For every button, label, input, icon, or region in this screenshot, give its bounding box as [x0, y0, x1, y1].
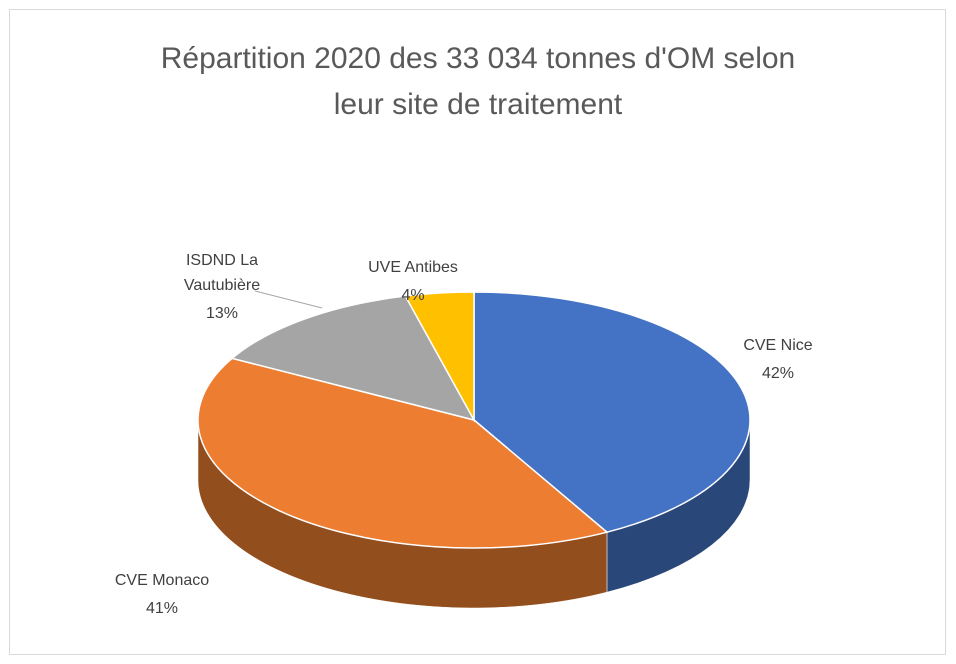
chart-title: Répartition 2020 des 33 034 tonnes d'OM … [160, 42, 796, 121]
value-label: 42% [761, 365, 795, 382]
category-label: UVE Antibes [368, 259, 458, 276]
slice [197, 357, 609, 549]
chart-frame [9, 9, 946, 655]
slice [230, 295, 476, 422]
leader-line [254, 290, 323, 309]
category-label: CVE Nice [743, 337, 813, 354]
category-label: CVE Monaco [114, 572, 210, 589]
value-label: 13% [205, 305, 239, 322]
slice [473, 291, 751, 533]
slice [404, 291, 475, 423]
category-label: ISDND La Vautubière [183, 252, 261, 294]
value-label: 4% [401, 287, 425, 304]
value-label: 41% [145, 600, 179, 617]
